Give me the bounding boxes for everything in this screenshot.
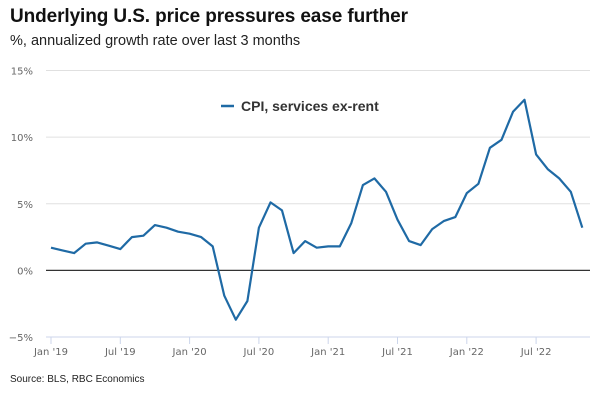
series-layer bbox=[50, 98, 584, 321]
x-tick-label: Jan '19 bbox=[33, 347, 68, 358]
x-tick-label: Jul '20 bbox=[243, 347, 275, 358]
y-tick-label: 5% bbox=[17, 200, 33, 211]
chart-title: Underlying U.S. price pressures ease fur… bbox=[10, 6, 408, 27]
legend-label: CPI, services ex-rent bbox=[241, 98, 379, 114]
y-axis-labels: −5% 0% 5% 10% 15% bbox=[9, 67, 33, 345]
x-tick-label: Jul '19 bbox=[104, 347, 136, 358]
gridlines bbox=[46, 70, 590, 271]
y-tick-label: 10% bbox=[11, 133, 33, 144]
y-tick-label: 15% bbox=[11, 67, 33, 78]
series-line bbox=[50, 98, 584, 321]
legend: CPI, services ex-rent bbox=[221, 98, 379, 114]
source-note: Source: BLS, RBC Economics bbox=[10, 374, 145, 385]
y-tick-label: 0% bbox=[17, 266, 33, 277]
x-axis: Jan '19 Jul '19 Jan '20 Jul '20 Jan '21 Jul '… bbox=[33, 336, 590, 358]
x-tick-label: Jan '21 bbox=[310, 347, 345, 358]
x-tick-label: Jul '22 bbox=[520, 347, 552, 358]
x-tick-label: Jan '20 bbox=[172, 347, 207, 358]
y-tick-label: −5% bbox=[9, 333, 33, 344]
x-tick-label: Jul '21 bbox=[381, 347, 413, 358]
x-tick-label: Jan '22 bbox=[449, 347, 484, 358]
chart-subtitle: %, annualized growth rate over last 3 mo… bbox=[10, 33, 301, 49]
